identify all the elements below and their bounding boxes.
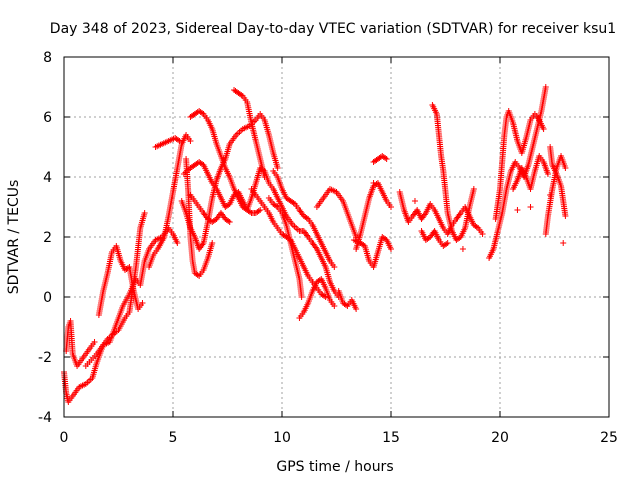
y-tick-label: 6: [43, 110, 52, 126]
gridlines: [64, 57, 609, 417]
data-point: [479, 231, 486, 237]
data-point: [544, 171, 551, 177]
data-point: [331, 303, 338, 309]
y-axis-label: SDTVAR / TECUs: [6, 180, 22, 295]
x-tick-label: 15: [382, 430, 400, 446]
data-point: [187, 138, 194, 144]
data-point: [261, 174, 268, 180]
x-tick-label: 20: [491, 430, 509, 446]
data-point: [141, 210, 148, 216]
data-point: [527, 204, 534, 210]
data-point: [238, 92, 245, 98]
y-tick-label: -4: [38, 410, 52, 426]
x-tick-labels: 0 5 10 15 20 25: [60, 430, 618, 446]
axis-ticks: [63, 56, 610, 418]
data-point: [382, 155, 389, 161]
data-point: [540, 126, 547, 132]
data-point: [562, 213, 569, 219]
data-point: [175, 137, 182, 143]
data-point: [383, 156, 390, 162]
data-marks: [61, 84, 569, 405]
y-tick-label: 0: [43, 290, 52, 306]
data-point: [542, 84, 549, 90]
data-point: [176, 138, 183, 144]
data-point: [470, 186, 477, 192]
chart-title: Day 348 of 2023, Sidereal Day-to-day VTE…: [50, 21, 616, 37]
data-point: [473, 224, 480, 230]
data-point: [303, 215, 310, 221]
x-tick-label: 25: [600, 430, 618, 446]
data-point: [257, 207, 264, 213]
data-point: [514, 207, 521, 213]
data-point: [353, 306, 360, 312]
x-axis-label: GPS time / hours: [276, 459, 393, 475]
y-tick-labels: -4 -2 0 2 4 6 8: [38, 50, 52, 426]
data-point: [388, 204, 394, 210]
data-point: [290, 200, 297, 206]
data-point: [199, 110, 206, 116]
data-point: [388, 246, 394, 252]
data-point: [411, 198, 418, 204]
data-point: [560, 240, 567, 246]
data-point: [459, 246, 466, 252]
y-tick-label: 8: [43, 50, 52, 66]
data-point: [370, 180, 377, 186]
data-point: [562, 165, 569, 171]
data-point: [342, 302, 349, 308]
data-point: [298, 294, 305, 300]
x-tick-label: 10: [273, 430, 291, 446]
data-point: [139, 300, 146, 306]
data-point: [444, 240, 451, 246]
y-tick-label: -2: [38, 350, 52, 366]
y-tick-label: 2: [43, 230, 52, 246]
data-point: [443, 241, 450, 247]
data-point: [226, 219, 233, 225]
data-point: [331, 264, 338, 270]
data-point: [547, 192, 554, 198]
x-tick-label: 5: [169, 430, 178, 446]
data-point: [91, 339, 98, 345]
data-point: [174, 240, 181, 246]
data-point: [194, 272, 201, 278]
data-point: [274, 165, 281, 171]
data-point: [273, 203, 280, 209]
data-point: [209, 240, 216, 246]
data-point: [255, 208, 262, 214]
data-point: [247, 209, 254, 215]
y-tick-label: 4: [43, 170, 52, 186]
x-tick-label: 0: [60, 430, 69, 446]
data-point: [225, 218, 232, 224]
